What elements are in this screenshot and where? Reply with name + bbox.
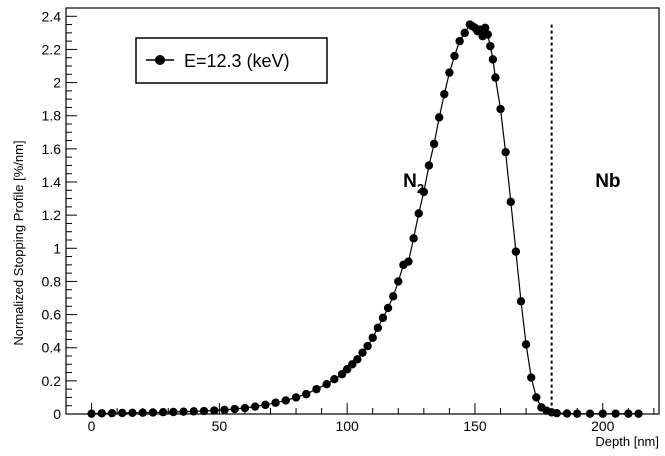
x-tick-label: 200 (591, 418, 615, 434)
data-point (87, 409, 96, 418)
data-point (373, 323, 383, 333)
x-axis-title: Depth [nm] (595, 434, 659, 449)
x-tick-label: 150 (463, 418, 487, 434)
data-point (455, 36, 464, 46)
data-point (598, 409, 607, 418)
data-point (434, 113, 444, 122)
data-point (496, 104, 505, 114)
data-point (378, 313, 388, 323)
y-axis-title: Normalized Stopping Profile [%/nm] (11, 140, 26, 345)
data-point (128, 408, 137, 418)
x-tick-label: 100 (335, 418, 359, 434)
data-point (404, 257, 413, 266)
y-tick-label: 1.8 (42, 108, 62, 124)
y-tick-label: 1.6 (42, 141, 62, 157)
data-point (179, 407, 188, 416)
x-tick-label: 0 (88, 418, 96, 434)
data-point (521, 340, 531, 349)
data-point (189, 407, 199, 416)
data-point (210, 406, 219, 415)
y-tick-label: 0.8 (42, 273, 62, 289)
data-point (394, 277, 403, 286)
data-point (330, 375, 339, 384)
data-point (368, 333, 377, 342)
y-tick-label: 2 (53, 75, 61, 91)
legend-label: E=12.3 (keV) (184, 51, 290, 71)
data-point (250, 402, 260, 411)
data-point (240, 403, 250, 413)
data-point (486, 41, 495, 51)
data-point (562, 409, 572, 418)
data-point (634, 409, 643, 418)
region-label-n2: N2 (403, 171, 424, 196)
data-point (302, 389, 311, 399)
data-point (429, 139, 439, 149)
data-point (118, 408, 127, 418)
data-point (526, 373, 536, 382)
data-point (552, 408, 561, 418)
data-point (516, 297, 526, 306)
data-point (480, 23, 490, 33)
data-point (383, 303, 393, 313)
data-point (424, 161, 434, 170)
data-point (414, 209, 423, 218)
data-point (388, 292, 398, 301)
plot-frame (65, 7, 660, 415)
data-point (169, 407, 178, 417)
data-point (158, 407, 168, 417)
data-point (450, 51, 459, 61)
data-point (199, 406, 209, 416)
data-point (230, 404, 239, 414)
data-point (138, 408, 147, 417)
y-tick-label: 2.4 (42, 8, 62, 24)
data-point (573, 409, 582, 418)
y-tick-label: 1.2 (42, 207, 62, 223)
data-point (585, 409, 595, 418)
data-point (358, 348, 367, 357)
data-point (440, 89, 449, 99)
data-point (363, 341, 372, 351)
data-point (506, 197, 515, 207)
legend: E=12.3 (keV) (135, 37, 328, 84)
data-point (624, 409, 633, 418)
data-point (148, 408, 158, 417)
data-point (291, 393, 301, 402)
data-point (312, 384, 321, 394)
y-tick-label: 1 (53, 240, 61, 256)
data-point (220, 405, 229, 415)
legend-marker (155, 55, 165, 65)
data-point (107, 408, 117, 418)
data-point (445, 68, 454, 77)
y-tick-label: 0.6 (42, 307, 62, 323)
y-tick-label: 0.4 (42, 340, 62, 356)
x-tick-label: 50 (212, 418, 228, 434)
y-tick-label: 0.2 (42, 373, 62, 389)
data-point (353, 355, 362, 364)
data-point (532, 393, 541, 402)
data-point (488, 55, 498, 64)
data-point (322, 379, 331, 389)
data-point (511, 247, 521, 256)
data-point (483, 30, 492, 39)
data-point (611, 409, 620, 418)
region-label-nb: Nb (595, 171, 620, 192)
data-point (460, 28, 469, 38)
data-point (271, 398, 280, 407)
y-tick-label: 0 (53, 406, 61, 422)
data-point (501, 147, 510, 157)
y-tick-label: 1.4 (42, 174, 62, 190)
data-point (419, 187, 429, 197)
data-point (97, 409, 106, 418)
y-tick-label: 2.2 (42, 41, 62, 57)
data-point (261, 400, 270, 410)
data-point (409, 234, 418, 243)
data-point (491, 73, 500, 82)
data-point (281, 396, 291, 405)
